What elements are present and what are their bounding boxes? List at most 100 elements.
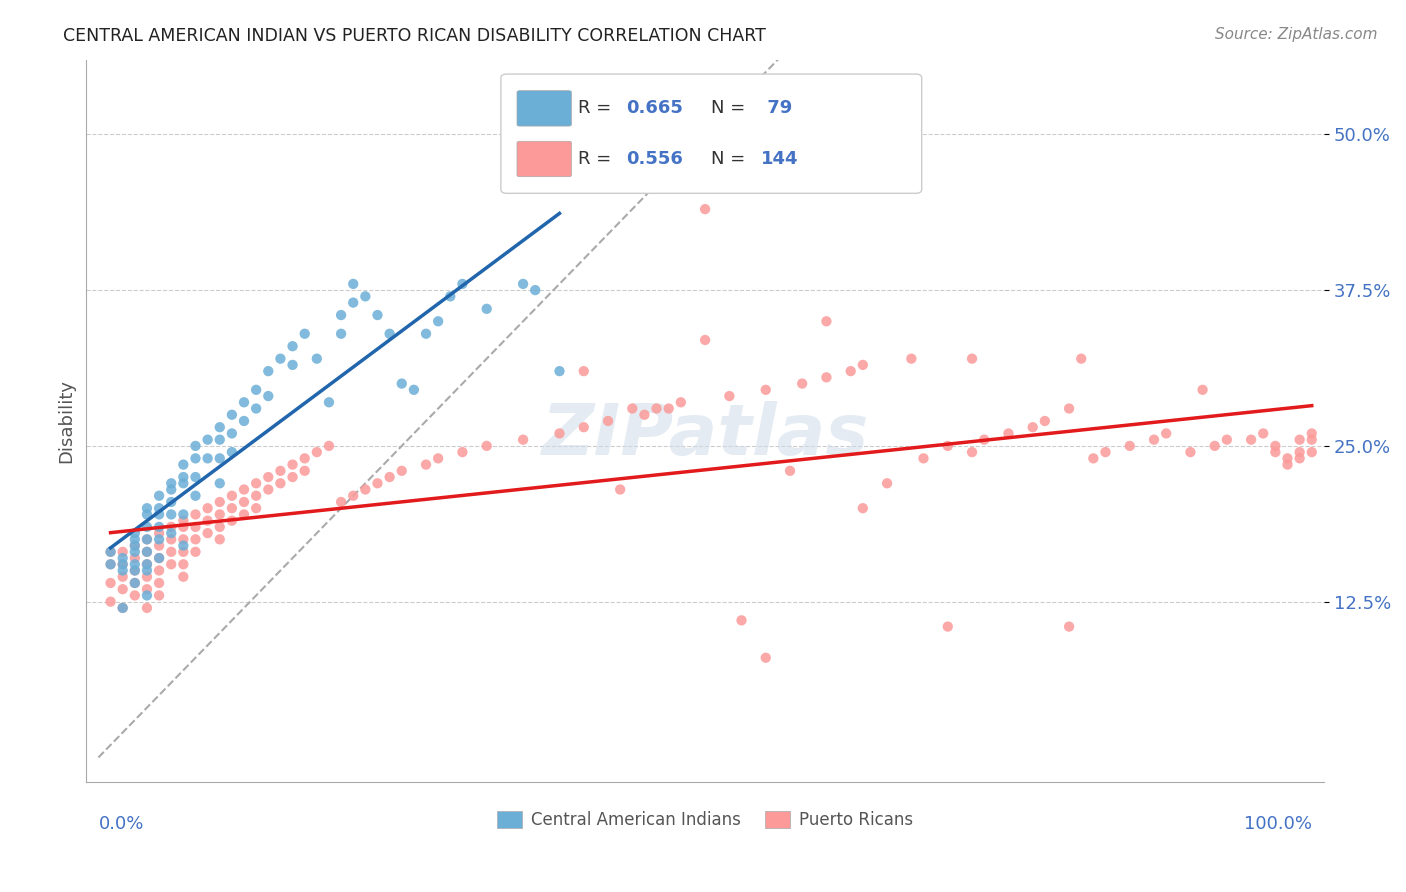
Point: [148, 501, 170, 516]
Point: [294, 451, 316, 466]
Point: [318, 439, 340, 453]
Point: [160, 545, 183, 559]
Point: [208, 533, 231, 547]
Point: [208, 433, 231, 447]
Point: [124, 539, 146, 553]
Point: [391, 376, 413, 391]
Point: [693, 202, 716, 216]
Point: [245, 401, 267, 416]
Point: [172, 514, 194, 528]
Point: [621, 401, 644, 416]
Point: [160, 533, 183, 547]
Point: [160, 526, 183, 541]
Point: [148, 564, 170, 578]
Point: [148, 539, 170, 553]
Point: [221, 408, 243, 422]
Point: [208, 420, 231, 434]
Point: [852, 501, 875, 516]
Point: [366, 476, 388, 491]
Text: 144: 144: [761, 150, 799, 168]
Point: [524, 283, 547, 297]
Point: [221, 445, 243, 459]
Point: [221, 514, 243, 528]
Point: [124, 564, 146, 578]
Point: [900, 351, 922, 366]
Point: [415, 458, 437, 472]
Point: [184, 439, 207, 453]
Point: [1251, 426, 1274, 441]
Point: [1119, 439, 1142, 453]
Point: [100, 558, 122, 572]
Point: [451, 445, 474, 459]
Point: [815, 370, 838, 384]
Point: [136, 564, 159, 578]
Point: [136, 589, 159, 603]
Point: [475, 439, 498, 453]
Point: [1288, 445, 1310, 459]
Point: [281, 470, 304, 484]
Point: [233, 508, 256, 522]
Point: [512, 433, 534, 447]
Point: [912, 451, 935, 466]
Point: [148, 589, 170, 603]
Point: [1057, 619, 1080, 633]
Point: [815, 314, 838, 328]
Point: [111, 545, 134, 559]
Point: [184, 451, 207, 466]
Point: [779, 464, 801, 478]
Point: [402, 383, 425, 397]
Point: [197, 526, 219, 541]
Point: [633, 408, 655, 422]
Point: [136, 520, 159, 534]
Point: [136, 508, 159, 522]
Point: [973, 433, 995, 447]
Point: [378, 470, 401, 484]
Point: [160, 558, 183, 572]
Point: [876, 476, 898, 491]
Point: [427, 451, 450, 466]
Point: [1057, 401, 1080, 416]
Point: [136, 533, 159, 547]
Point: [354, 289, 377, 303]
Point: [124, 558, 146, 572]
Point: [1264, 445, 1286, 459]
Point: [111, 570, 134, 584]
Point: [451, 277, 474, 291]
Point: [1070, 351, 1092, 366]
Point: [960, 351, 983, 366]
Text: R =: R =: [578, 99, 617, 117]
Point: [1083, 451, 1105, 466]
Point: [257, 470, 280, 484]
Point: [596, 414, 619, 428]
Point: [718, 389, 741, 403]
Point: [124, 589, 146, 603]
Point: [172, 533, 194, 547]
Point: [609, 483, 631, 497]
Point: [233, 395, 256, 409]
Point: [755, 383, 778, 397]
Point: [172, 470, 194, 484]
Point: [148, 551, 170, 566]
Text: N =: N =: [711, 150, 751, 168]
Point: [148, 526, 170, 541]
Point: [1033, 414, 1056, 428]
Point: [330, 308, 353, 322]
Point: [160, 520, 183, 534]
Point: [111, 600, 134, 615]
Point: [257, 364, 280, 378]
Legend: Central American Indians, Puerto Ricans: Central American Indians, Puerto Ricans: [491, 804, 920, 836]
Point: [124, 551, 146, 566]
Point: [997, 426, 1019, 441]
Point: [233, 495, 256, 509]
Point: [197, 501, 219, 516]
Point: [208, 495, 231, 509]
Text: 79: 79: [761, 99, 792, 117]
Point: [1240, 433, 1263, 447]
Point: [111, 582, 134, 597]
Point: [512, 277, 534, 291]
Point: [1191, 383, 1213, 397]
Point: [1301, 433, 1323, 447]
Text: 0.556: 0.556: [626, 150, 683, 168]
Point: [136, 501, 159, 516]
Point: [366, 308, 388, 322]
